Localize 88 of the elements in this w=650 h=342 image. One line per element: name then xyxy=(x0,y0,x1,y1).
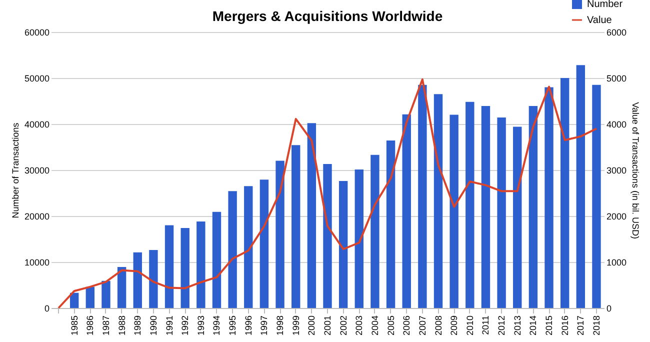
x-tick-label: 2005 xyxy=(386,316,396,336)
x-tick-label: 2013 xyxy=(512,316,522,336)
x-tick-label: 2004 xyxy=(370,316,380,336)
legend-label: Number xyxy=(587,0,624,10)
bar xyxy=(354,170,364,308)
y2-tick-label: 0 xyxy=(606,304,612,314)
bar xyxy=(497,118,506,308)
bar xyxy=(149,250,158,308)
x-tick-label: 1988 xyxy=(116,316,127,336)
bar xyxy=(528,106,538,308)
x-tick-label: 1986 xyxy=(85,316,96,336)
bar xyxy=(292,145,300,308)
bar xyxy=(307,123,316,308)
y-tick-label: 40000 xyxy=(24,120,50,130)
x-tick-label: 2003 xyxy=(354,316,364,336)
bar xyxy=(386,140,396,308)
y-axis-title: Number of Transactions xyxy=(10,122,20,218)
x-tick-label: 1992 xyxy=(180,316,190,336)
bar xyxy=(133,252,142,308)
x-tick-label: 2015 xyxy=(544,316,554,336)
x-tick-label: 2012 xyxy=(496,316,507,336)
x-tick-label: 2011 xyxy=(480,316,491,335)
x-tick-label: 1995 xyxy=(228,316,238,336)
x-tick-label: 2001 xyxy=(322,316,332,336)
x-tick-label: 2018 xyxy=(591,316,602,336)
y-tick-label: 10000 xyxy=(24,258,50,268)
y2-tick-label: 6000 xyxy=(606,28,627,38)
bar xyxy=(86,286,95,308)
x-tick-label: 1996 xyxy=(243,316,254,336)
x-tick-label: 1998 xyxy=(275,316,286,336)
bar xyxy=(196,222,206,308)
bar xyxy=(544,87,554,308)
y2-axis-title: Value of Transactions (in bil. USD) xyxy=(630,102,641,239)
x-tick-label: 2017 xyxy=(576,316,586,336)
bar xyxy=(481,106,490,308)
x-tick-label: 2008 xyxy=(433,316,444,336)
bar xyxy=(402,114,411,308)
x-tick-label: 1989 xyxy=(132,316,143,336)
bar xyxy=(513,126,522,308)
x-tick-label: 2000 xyxy=(306,316,317,336)
y2-tick-label: 3000 xyxy=(606,166,627,176)
x-tick-label: 2016 xyxy=(560,316,570,336)
y-tick-label: 20000 xyxy=(24,212,50,222)
x-tick-label: 2007 xyxy=(417,316,428,336)
bar xyxy=(180,228,190,308)
bar xyxy=(323,164,332,308)
x-tick-label: 1985 xyxy=(69,316,80,336)
x-tick-label: 1990 xyxy=(148,316,158,336)
chart-title: Mergers & Acquisitions Worldwide xyxy=(212,8,443,24)
bar xyxy=(260,180,269,308)
x-tick-label: 1987 xyxy=(100,316,111,336)
x-tick-label: 1999 xyxy=(290,316,301,336)
bar xyxy=(592,84,601,308)
x-tick-label: 1994 xyxy=(212,316,222,336)
x-tick-label: 2014 xyxy=(528,316,538,336)
y2-tick-label: 2000 xyxy=(606,212,627,222)
y2-tick-label: 1000 xyxy=(606,258,627,268)
x-tick-label: 1991 xyxy=(164,316,174,336)
bar xyxy=(244,186,253,308)
bar xyxy=(164,225,174,308)
bar xyxy=(212,212,222,308)
bar xyxy=(450,114,458,308)
line-series xyxy=(58,78,598,309)
y-tick-label: 60000 xyxy=(24,28,50,38)
bar xyxy=(70,292,79,308)
bar xyxy=(338,181,348,308)
bar xyxy=(418,84,427,308)
x-tick-label: 1993 xyxy=(196,316,206,336)
bar xyxy=(560,78,570,308)
bar xyxy=(370,154,380,308)
bar xyxy=(434,94,443,308)
y-tick-label: 0 xyxy=(44,304,50,314)
x-tick-label: 1997 xyxy=(259,316,270,336)
y2-tick-label: 5000 xyxy=(606,74,627,84)
x-tick-label: 2006 xyxy=(402,316,412,336)
bar xyxy=(466,102,474,308)
x-tick-label: 2010 xyxy=(464,316,475,336)
bar xyxy=(102,280,110,308)
x-tick-label: 2002 xyxy=(338,316,348,336)
bar xyxy=(576,65,586,308)
legend-label: Value xyxy=(587,15,612,26)
y2-tick-label: 4000 xyxy=(606,120,627,130)
bar xyxy=(117,267,126,308)
bar xyxy=(228,191,237,308)
y-tick-label: 50000 xyxy=(24,74,50,84)
x-tick-label: 2009 xyxy=(449,316,460,336)
y-tick-label: 30000 xyxy=(24,166,50,176)
bar xyxy=(276,160,284,308)
